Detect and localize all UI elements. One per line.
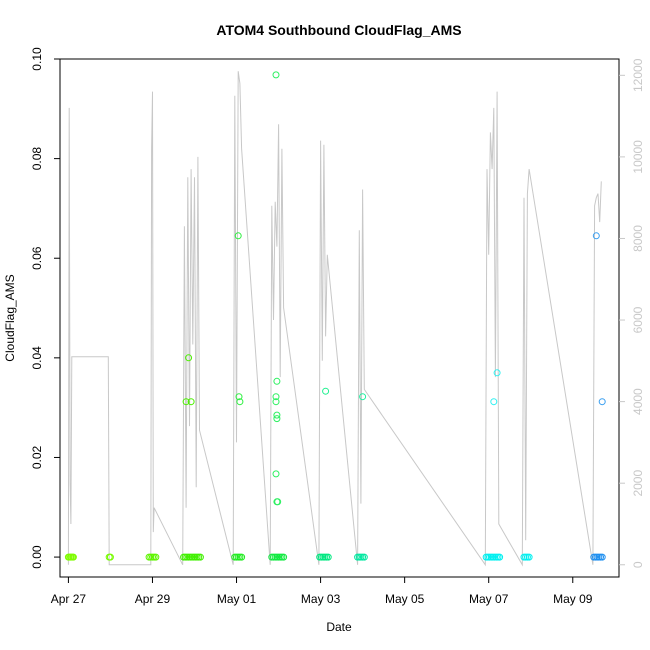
data-point	[273, 411, 281, 419]
data-point	[196, 553, 204, 561]
data-point	[185, 354, 193, 362]
x-tick-label: May 07	[469, 592, 509, 606]
plot-frame	[59, 58, 620, 578]
data-point	[359, 393, 367, 401]
data-point	[235, 393, 243, 401]
data-point	[273, 377, 281, 385]
x-axis-label: Date	[326, 620, 352, 634]
data-point	[324, 553, 332, 561]
data-point	[496, 553, 504, 561]
data-point	[69, 553, 77, 561]
y2-tick-label: 12000	[631, 58, 645, 92]
data-point	[152, 553, 160, 561]
data-points	[64, 71, 606, 561]
y-tick-label: 0.00	[30, 545, 44, 569]
y2-tick-label: 2000	[631, 470, 645, 497]
secondary-series-lines	[67, 71, 602, 567]
y-axis-left: 0.00 0.02 0.04 0.06 0.08 0.10	[30, 47, 60, 569]
y-tick-label: 0.04	[30, 346, 44, 370]
chart-title: ATOM4 Southbound CloudFlag_AMS	[216, 22, 461, 38]
data-point	[238, 553, 246, 561]
data-point	[493, 369, 501, 377]
y-tick-label: 0.06	[30, 246, 44, 270]
data-point	[182, 398, 190, 406]
x-tick-label: May 09	[553, 592, 593, 606]
x-tick-label: Apr 29	[135, 592, 171, 606]
secondary-series-line	[67, 71, 602, 567]
x-tick-label: Apr 27	[51, 592, 87, 606]
data-point	[525, 553, 533, 561]
x-tick-label: May 01	[217, 592, 257, 606]
data-point	[490, 398, 498, 406]
data-point	[273, 415, 281, 423]
y2-tick-label: 0	[631, 561, 645, 568]
y2-tick-label: 6000	[631, 306, 645, 333]
data-point	[272, 470, 280, 478]
data-point	[274, 498, 282, 506]
y2-tick-label: 8000	[631, 225, 645, 252]
data-point	[280, 553, 288, 561]
data-point	[322, 387, 330, 395]
y-tick-label: 0.02	[30, 445, 44, 469]
x-tick-label: May 03	[301, 592, 341, 606]
y-axis-right: 0 2000 4000 6000 8000 10000 12000	[619, 58, 645, 568]
data-point	[272, 71, 280, 79]
data-point	[234, 232, 242, 240]
y2-tick-label: 10000	[631, 140, 645, 174]
data-point	[272, 393, 280, 401]
data-point	[187, 398, 195, 406]
data-point	[272, 398, 280, 406]
data-point	[598, 398, 606, 406]
data-point	[598, 553, 606, 561]
x-axis: Apr 27 Apr 29 May 01 May 03 May 05 May 07 May …	[51, 577, 593, 606]
y2-tick-label: 4000	[631, 388, 645, 415]
y-axis-label: CloudFlag_AMS	[3, 274, 17, 361]
y-tick-label: 0.10	[30, 47, 44, 71]
data-point	[592, 232, 600, 240]
y-tick-label: 0.08	[30, 147, 44, 171]
data-point	[106, 553, 114, 561]
x-tick-label: May 05	[385, 592, 425, 606]
data-point	[360, 553, 368, 561]
data-point	[236, 398, 244, 406]
